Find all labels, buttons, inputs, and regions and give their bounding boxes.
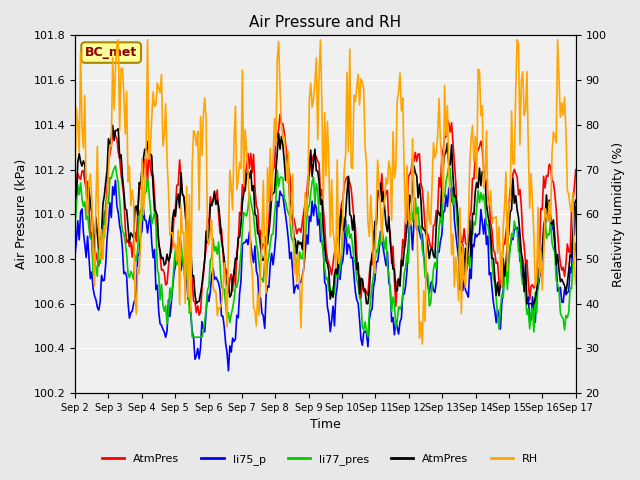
X-axis label: Time: Time bbox=[310, 419, 340, 432]
Text: BC_met: BC_met bbox=[85, 46, 138, 59]
Title: Air Pressure and RH: Air Pressure and RH bbox=[250, 15, 401, 30]
Legend: AtmPres, li75_p, li77_pres, AtmPres, RH: AtmPres, li75_p, li77_pres, AtmPres, RH bbox=[97, 450, 543, 469]
Y-axis label: Air Pressure (kPa): Air Pressure (kPa) bbox=[15, 159, 28, 269]
Y-axis label: Relativity Humidity (%): Relativity Humidity (%) bbox=[612, 142, 625, 287]
